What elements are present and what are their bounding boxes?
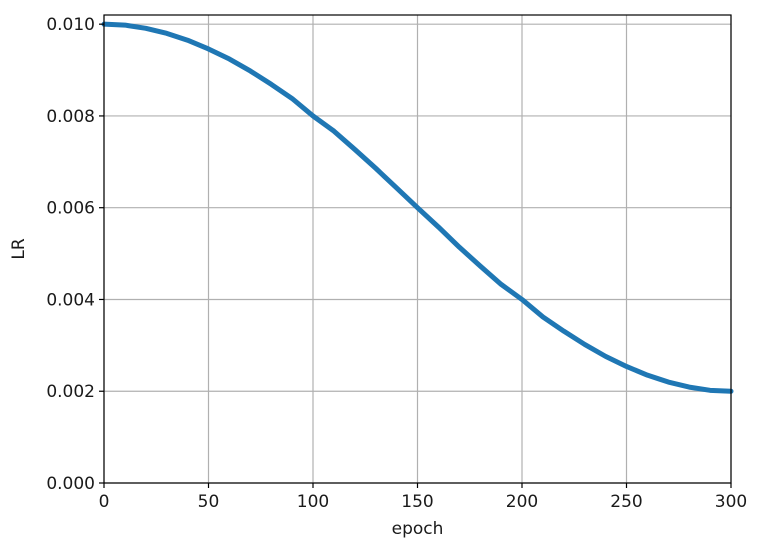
x-tick-label: 150 xyxy=(401,492,433,512)
lr-series-line xyxy=(101,21,734,394)
y-tick-label: 0.006 xyxy=(46,199,95,219)
y-tick-label: 0.002 xyxy=(46,382,95,402)
x-tick-label: 250 xyxy=(610,492,642,512)
x-tick-label: 200 xyxy=(506,492,538,512)
x-axis: 0 50 100 150 200 250 300 xyxy=(99,483,747,512)
x-tick-label: 100 xyxy=(297,492,329,512)
x-tick-label: 50 xyxy=(198,492,220,512)
x-axis-label: epoch xyxy=(392,519,444,539)
y-axis: 0.000 0.002 0.004 0.006 0.008 0.010 xyxy=(46,15,104,494)
x-tick-label: 0 xyxy=(99,492,110,512)
y-tick-label: 0.000 xyxy=(46,474,95,494)
y-tick-label: 0.010 xyxy=(46,15,95,35)
y-tick-label: 0.008 xyxy=(46,107,95,127)
x-tick-label: 300 xyxy=(715,492,747,512)
grid xyxy=(103,15,732,484)
series-layer xyxy=(101,21,734,394)
y-tick-label: 0.004 xyxy=(46,290,95,310)
y-axis-label: LR xyxy=(9,238,29,259)
